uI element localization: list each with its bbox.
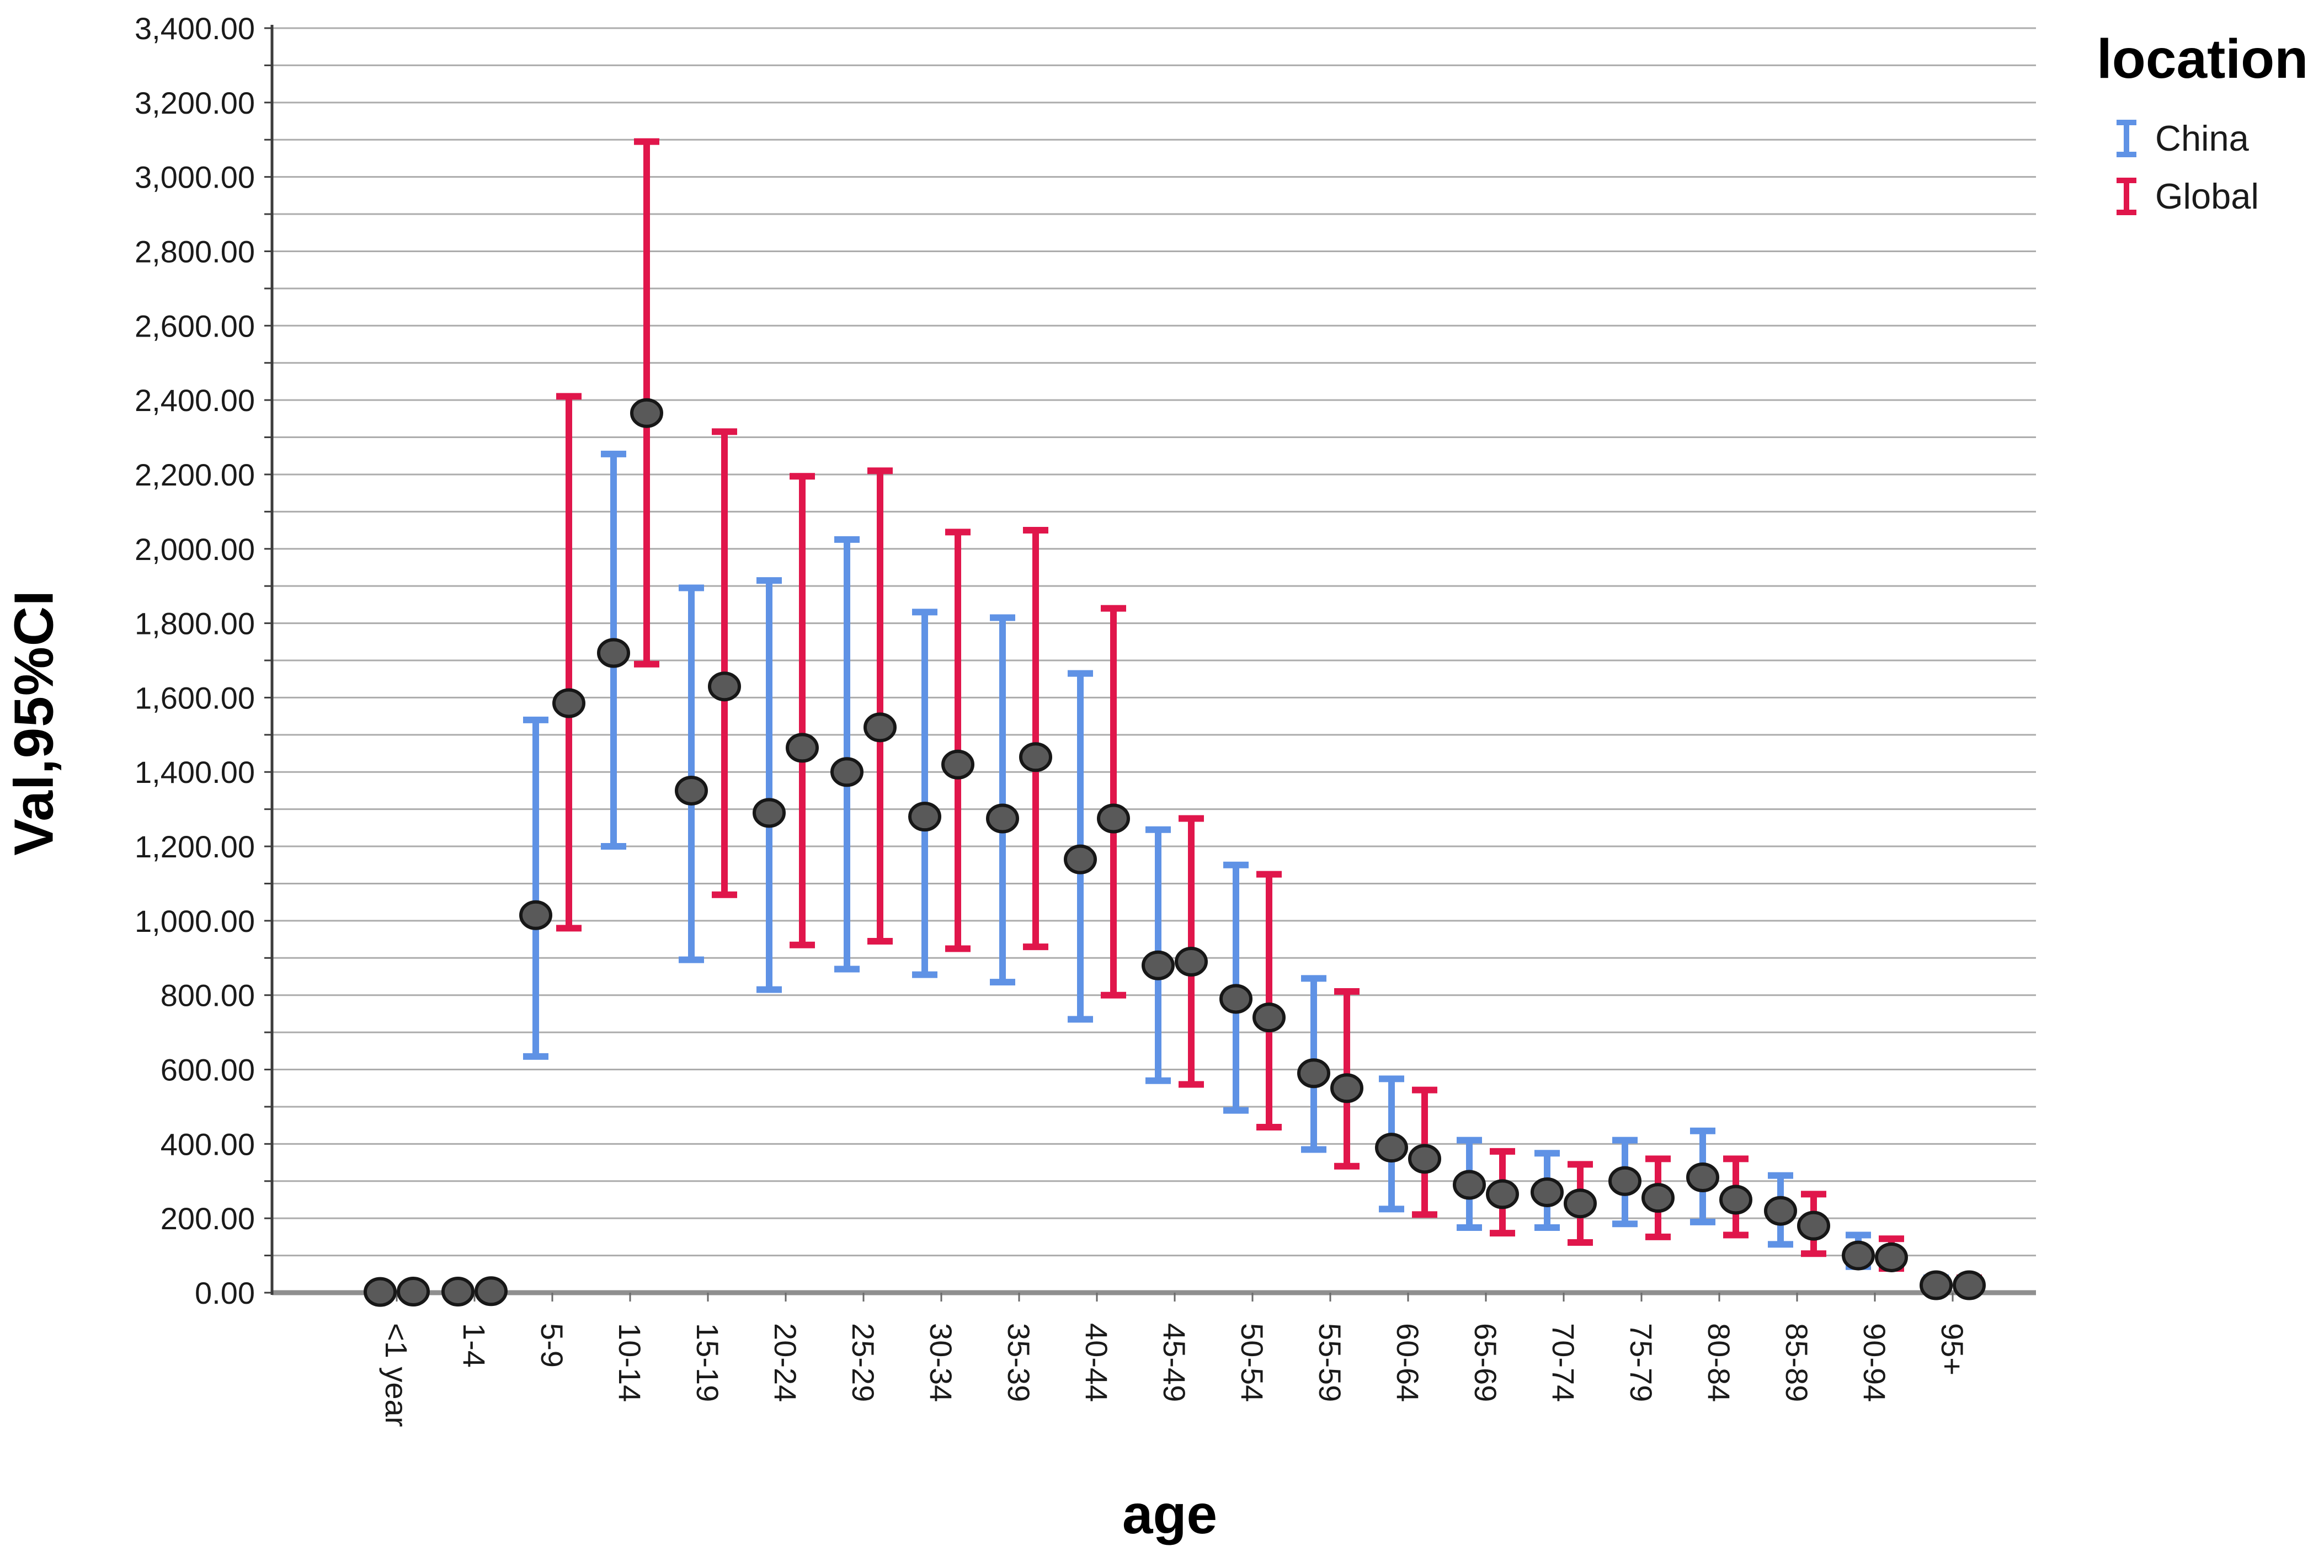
x-tick-label: 50-54 [1235, 1323, 1270, 1402]
x-tick-label: 65-69 [1468, 1323, 1503, 1402]
y-tick-label: 1,000.00 [135, 904, 255, 938]
data-point-marker [1531, 1177, 1564, 1207]
data-point-marker [1252, 1002, 1286, 1033]
y-tick-label: 400.00 [161, 1127, 255, 1161]
x-tick-label: 60-64 [1390, 1323, 1425, 1402]
data-point-marker [1953, 1270, 1986, 1300]
x-tick-label: 70-74 [1546, 1323, 1581, 1402]
legend-item-global: Global [2113, 175, 2308, 217]
data-point-marker [830, 757, 863, 787]
x-tick-label: 5-9 [535, 1323, 569, 1368]
data-point-marker [1019, 742, 1052, 772]
legend-item-china: China [2113, 118, 2308, 159]
data-point-marker [1408, 1144, 1441, 1174]
x-tick-label: 1-4 [457, 1323, 492, 1368]
global-errorbar-swatch-icon [2117, 177, 2136, 215]
data-point-marker [1764, 1196, 1797, 1226]
data-point-marker [753, 798, 786, 828]
y-tick-label: 3,400.00 [135, 11, 255, 46]
y-tick-label: 1,400.00 [135, 755, 255, 790]
x-tick-label: 10-14 [612, 1323, 647, 1402]
data-point-marker [597, 638, 630, 668]
x-tick-label: <1 year [379, 1323, 414, 1427]
y-tick-label: 1,600.00 [135, 680, 255, 715]
data-point-marker [941, 749, 974, 780]
x-tick-label: 25-29 [846, 1323, 881, 1402]
y-axis-title: Val,95%CI [3, 590, 65, 856]
x-tick-label: 90-94 [1857, 1323, 1892, 1402]
legend-title: location [2097, 28, 2309, 90]
data-point-marker [1842, 1240, 1875, 1271]
x-tick-label: 80-84 [1702, 1323, 1736, 1402]
y-tick-label: 1,800.00 [135, 606, 255, 641]
x-tick-label: 40-44 [1079, 1323, 1114, 1402]
data-point-marker [863, 712, 897, 743]
y-tick-label: 2,400.00 [135, 383, 255, 418]
x-tick-label: 30-34 [924, 1323, 958, 1402]
legend: location China Global [2097, 28, 2308, 233]
x-tick-label: 20-24 [768, 1323, 803, 1402]
data-point-marker [441, 1276, 475, 1306]
x-tick-label: 95+ [1935, 1323, 1970, 1375]
data-point-marker [1175, 947, 1208, 977]
y-tick-label: 2,000.00 [135, 532, 255, 567]
y-tick-label: 3,200.00 [135, 86, 255, 120]
data-point-marker [1719, 1185, 1752, 1215]
data-point-marker [397, 1276, 430, 1306]
y-tick-label: 2,200.00 [135, 457, 255, 492]
data-point-marker [986, 803, 1019, 834]
data-point-marker [1453, 1170, 1486, 1200]
data-point-marker [1375, 1133, 1408, 1163]
y-tick-label: 2,800.00 [135, 234, 255, 269]
data-point-marker [364, 1277, 397, 1307]
x-tick-label: 15-19 [690, 1323, 725, 1402]
legend-label-china: China [2155, 118, 2249, 158]
data-point-marker [1797, 1210, 1830, 1241]
data-point-marker [1875, 1242, 1908, 1272]
data-point-marker [1064, 844, 1097, 874]
data-point-marker [1920, 1270, 1953, 1300]
data-point-marker [786, 733, 819, 763]
data-point-marker [1330, 1073, 1363, 1103]
x-tick-label: 85-89 [1779, 1323, 1814, 1402]
data-point-marker [1686, 1162, 1719, 1193]
data-point-marker [1142, 950, 1175, 980]
y-tick-label: 600.00 [161, 1053, 255, 1087]
data-point-marker [908, 802, 941, 832]
y-tick-label: 800.00 [161, 978, 255, 1013]
x-tick-label: 55-59 [1313, 1323, 1347, 1402]
data-point-marker [630, 398, 663, 428]
y-tick-label: 3,000.00 [135, 160, 255, 195]
legend-label-global: Global [2155, 176, 2259, 216]
data-point-marker [1219, 984, 1252, 1014]
data-point-marker [1486, 1179, 1519, 1209]
x-tick-label: 75-79 [1624, 1323, 1659, 1402]
data-point-marker [708, 671, 741, 702]
x-axis-title: age [1122, 1484, 1218, 1545]
data-point-marker [1641, 1183, 1675, 1213]
data-point-marker [1608, 1166, 1641, 1196]
data-point-marker [1564, 1188, 1597, 1219]
y-tick-label: 0.00 [195, 1276, 255, 1310]
x-tick-label: 35-39 [1001, 1323, 1036, 1402]
data-point-marker [1297, 1058, 1330, 1089]
y-tick-label: 1,200.00 [135, 829, 255, 864]
data-point-marker [675, 775, 708, 806]
data-point-marker [519, 900, 552, 930]
data-point-marker [475, 1276, 508, 1306]
data-point-marker [552, 688, 585, 718]
y-tick-label: 200.00 [161, 1201, 255, 1236]
data-point-marker [1097, 803, 1130, 834]
y-tick-label: 2,600.00 [135, 308, 255, 343]
china-errorbar-swatch-icon [2117, 119, 2136, 157]
x-tick-label: 45-49 [1157, 1323, 1192, 1402]
